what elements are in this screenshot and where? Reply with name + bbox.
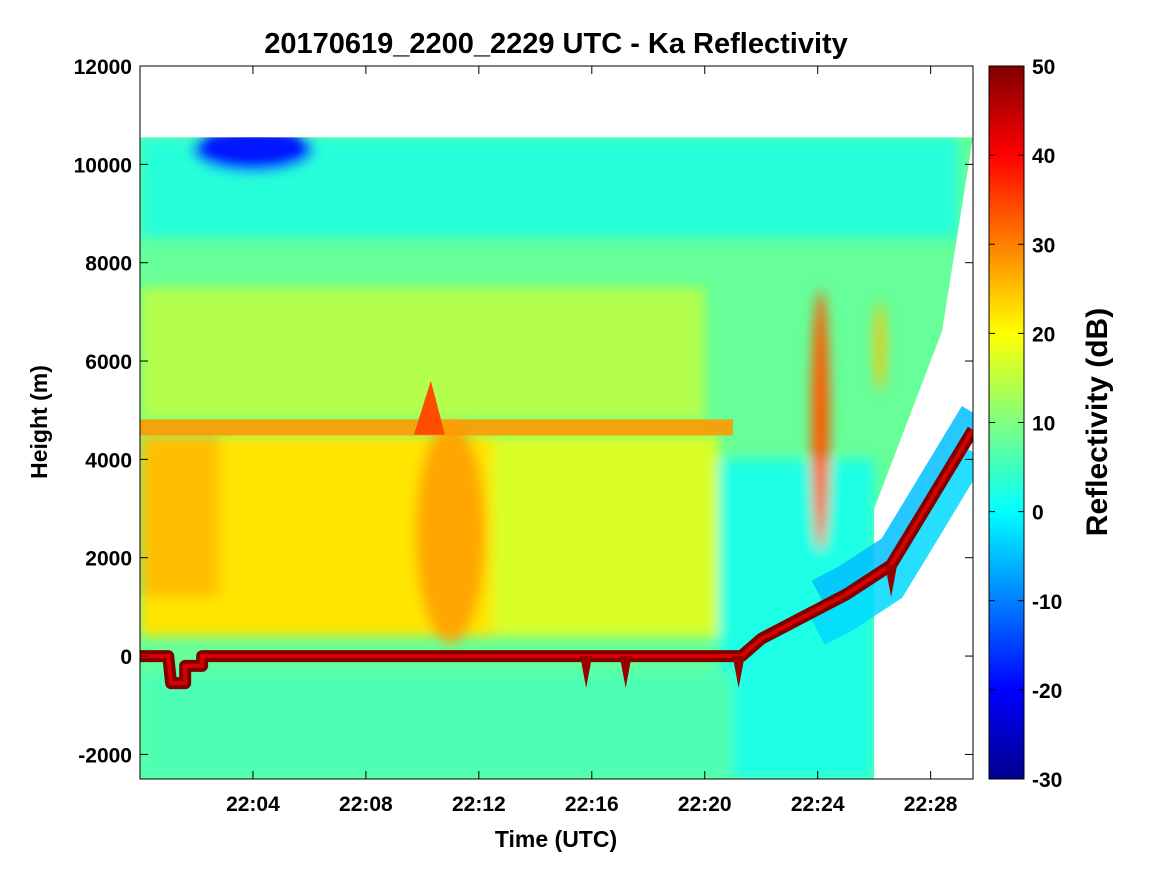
- y-tick-label: 10000: [74, 154, 132, 177]
- x-tick-label: 22:24: [791, 793, 845, 816]
- surface-echo-dip-3: [885, 565, 898, 598]
- x-tick-label: 22:12: [452, 793, 506, 816]
- reflectivity-field: [140, 66, 973, 779]
- x-axis-label: Time (UTC): [495, 826, 617, 852]
- surface-echo-dip-2: [732, 656, 745, 689]
- x-tick-label: 22:20: [678, 793, 732, 816]
- colorbar-ticks: -30 -20 -10 0 10 20 30 40 50: [989, 56, 1062, 792]
- y-tick-label: 4000: [85, 449, 132, 472]
- y-axis: -2000 0 2000 4000 6000 8000 10000 12000: [74, 56, 973, 767]
- rain-core-2211: [415, 423, 486, 644]
- chart-title: 20170619_2200_2229 UTC - Ka Reflectivity: [264, 28, 848, 60]
- mid-echo: [140, 287, 705, 421]
- colorbar: -30 -20 -10 0 10 20 30 40 50 Reflectivity (dB): [988, 56, 1114, 792]
- colorbar-tick-label: 30: [1032, 234, 1055, 257]
- surface-echo-dip-1: [619, 656, 632, 689]
- x-tick-label: 22:04: [226, 793, 280, 816]
- x-axis: 22:04 22:08 22:12 22:16 22:20 22:24 22:28: [226, 66, 958, 816]
- colorbar-tick-label: 0: [1032, 502, 1044, 525]
- plot-area: 22:04 22:08 22:12 22:16 22:20 22:24 22:28 -200…: [74, 56, 974, 816]
- y-axis-label: Height (m): [26, 365, 52, 479]
- y-tick-label: -2000: [78, 744, 132, 767]
- surface-echo-dip-0: [580, 656, 593, 689]
- colorbar-tick-label: 40: [1032, 145, 1055, 168]
- y-tick-label: 8000: [85, 253, 132, 276]
- rain-core-early: [140, 434, 220, 598]
- y-tick-label: 6000: [85, 351, 132, 374]
- colorbar-tick-label: -20: [1032, 680, 1062, 703]
- echo-halo-upper: [811, 405, 973, 604]
- surface-echo-core: [140, 428, 973, 686]
- rain-echo: [492, 434, 719, 637]
- colorbar-tick-label: -10: [1032, 591, 1062, 614]
- bright-band-spike: [413, 380, 445, 435]
- no-data-region-0: [874, 137, 973, 779]
- cirrus-top-weak-echo: [192, 127, 313, 172]
- x-tick-label: 22:16: [565, 793, 619, 816]
- above-data-top: [140, 66, 973, 138]
- y-tick-label: 2000: [85, 548, 132, 571]
- plot-frame: [139, 65, 974, 780]
- echo-structure: [140, 127, 959, 779]
- subsurface-echo: [140, 670, 733, 779]
- colorbar-tick-label: 50: [1032, 56, 1055, 79]
- y-tick-label: 12000: [74, 56, 132, 79]
- colorbar-tick-label: 20: [1032, 323, 1055, 346]
- colorbar-tick-label: 10: [1032, 413, 1055, 436]
- aircraft-turn-echo-2226: [874, 301, 885, 392]
- colorbar-tick-label: -30: [1032, 769, 1062, 792]
- colorbar-label: Reflectivity (dB): [1081, 308, 1114, 536]
- y-tick-label: 0: [120, 646, 132, 669]
- x-tick-label: 22:08: [339, 793, 393, 816]
- x-tick-label: 22:28: [904, 793, 958, 816]
- aircraft-turn-echo-2224: [811, 290, 830, 551]
